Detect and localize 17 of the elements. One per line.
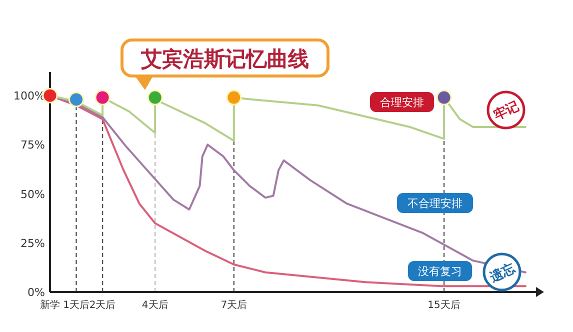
x-tick-label: 15天后 <box>428 299 460 311</box>
chart-title: 艾宾浩斯记忆曲线 <box>140 47 309 71</box>
y-tick-label: 0% <box>28 286 45 299</box>
x-tick-label: 新学 <box>40 299 60 311</box>
annotation: 合理安排 <box>380 96 424 109</box>
y-tick-label: 25% <box>20 236 45 250</box>
x-tick-label: 7天后 <box>220 299 248 311</box>
annotation: 不合理安排 <box>408 197 462 210</box>
annotation: 遗忘 <box>486 260 518 286</box>
y-tick-label: 50% <box>20 188 45 201</box>
annotation: 牢记 <box>491 98 522 124</box>
annotation: 没有复习 <box>418 265 462 278</box>
x-tick-label: 2天后 <box>89 299 116 311</box>
y-tick-label: 75% <box>20 138 45 152</box>
x-tick-label: 1天后 <box>63 299 90 311</box>
x-tick-label: 4天后 <box>142 299 168 311</box>
y-tick-label: 100% <box>14 90 45 103</box>
